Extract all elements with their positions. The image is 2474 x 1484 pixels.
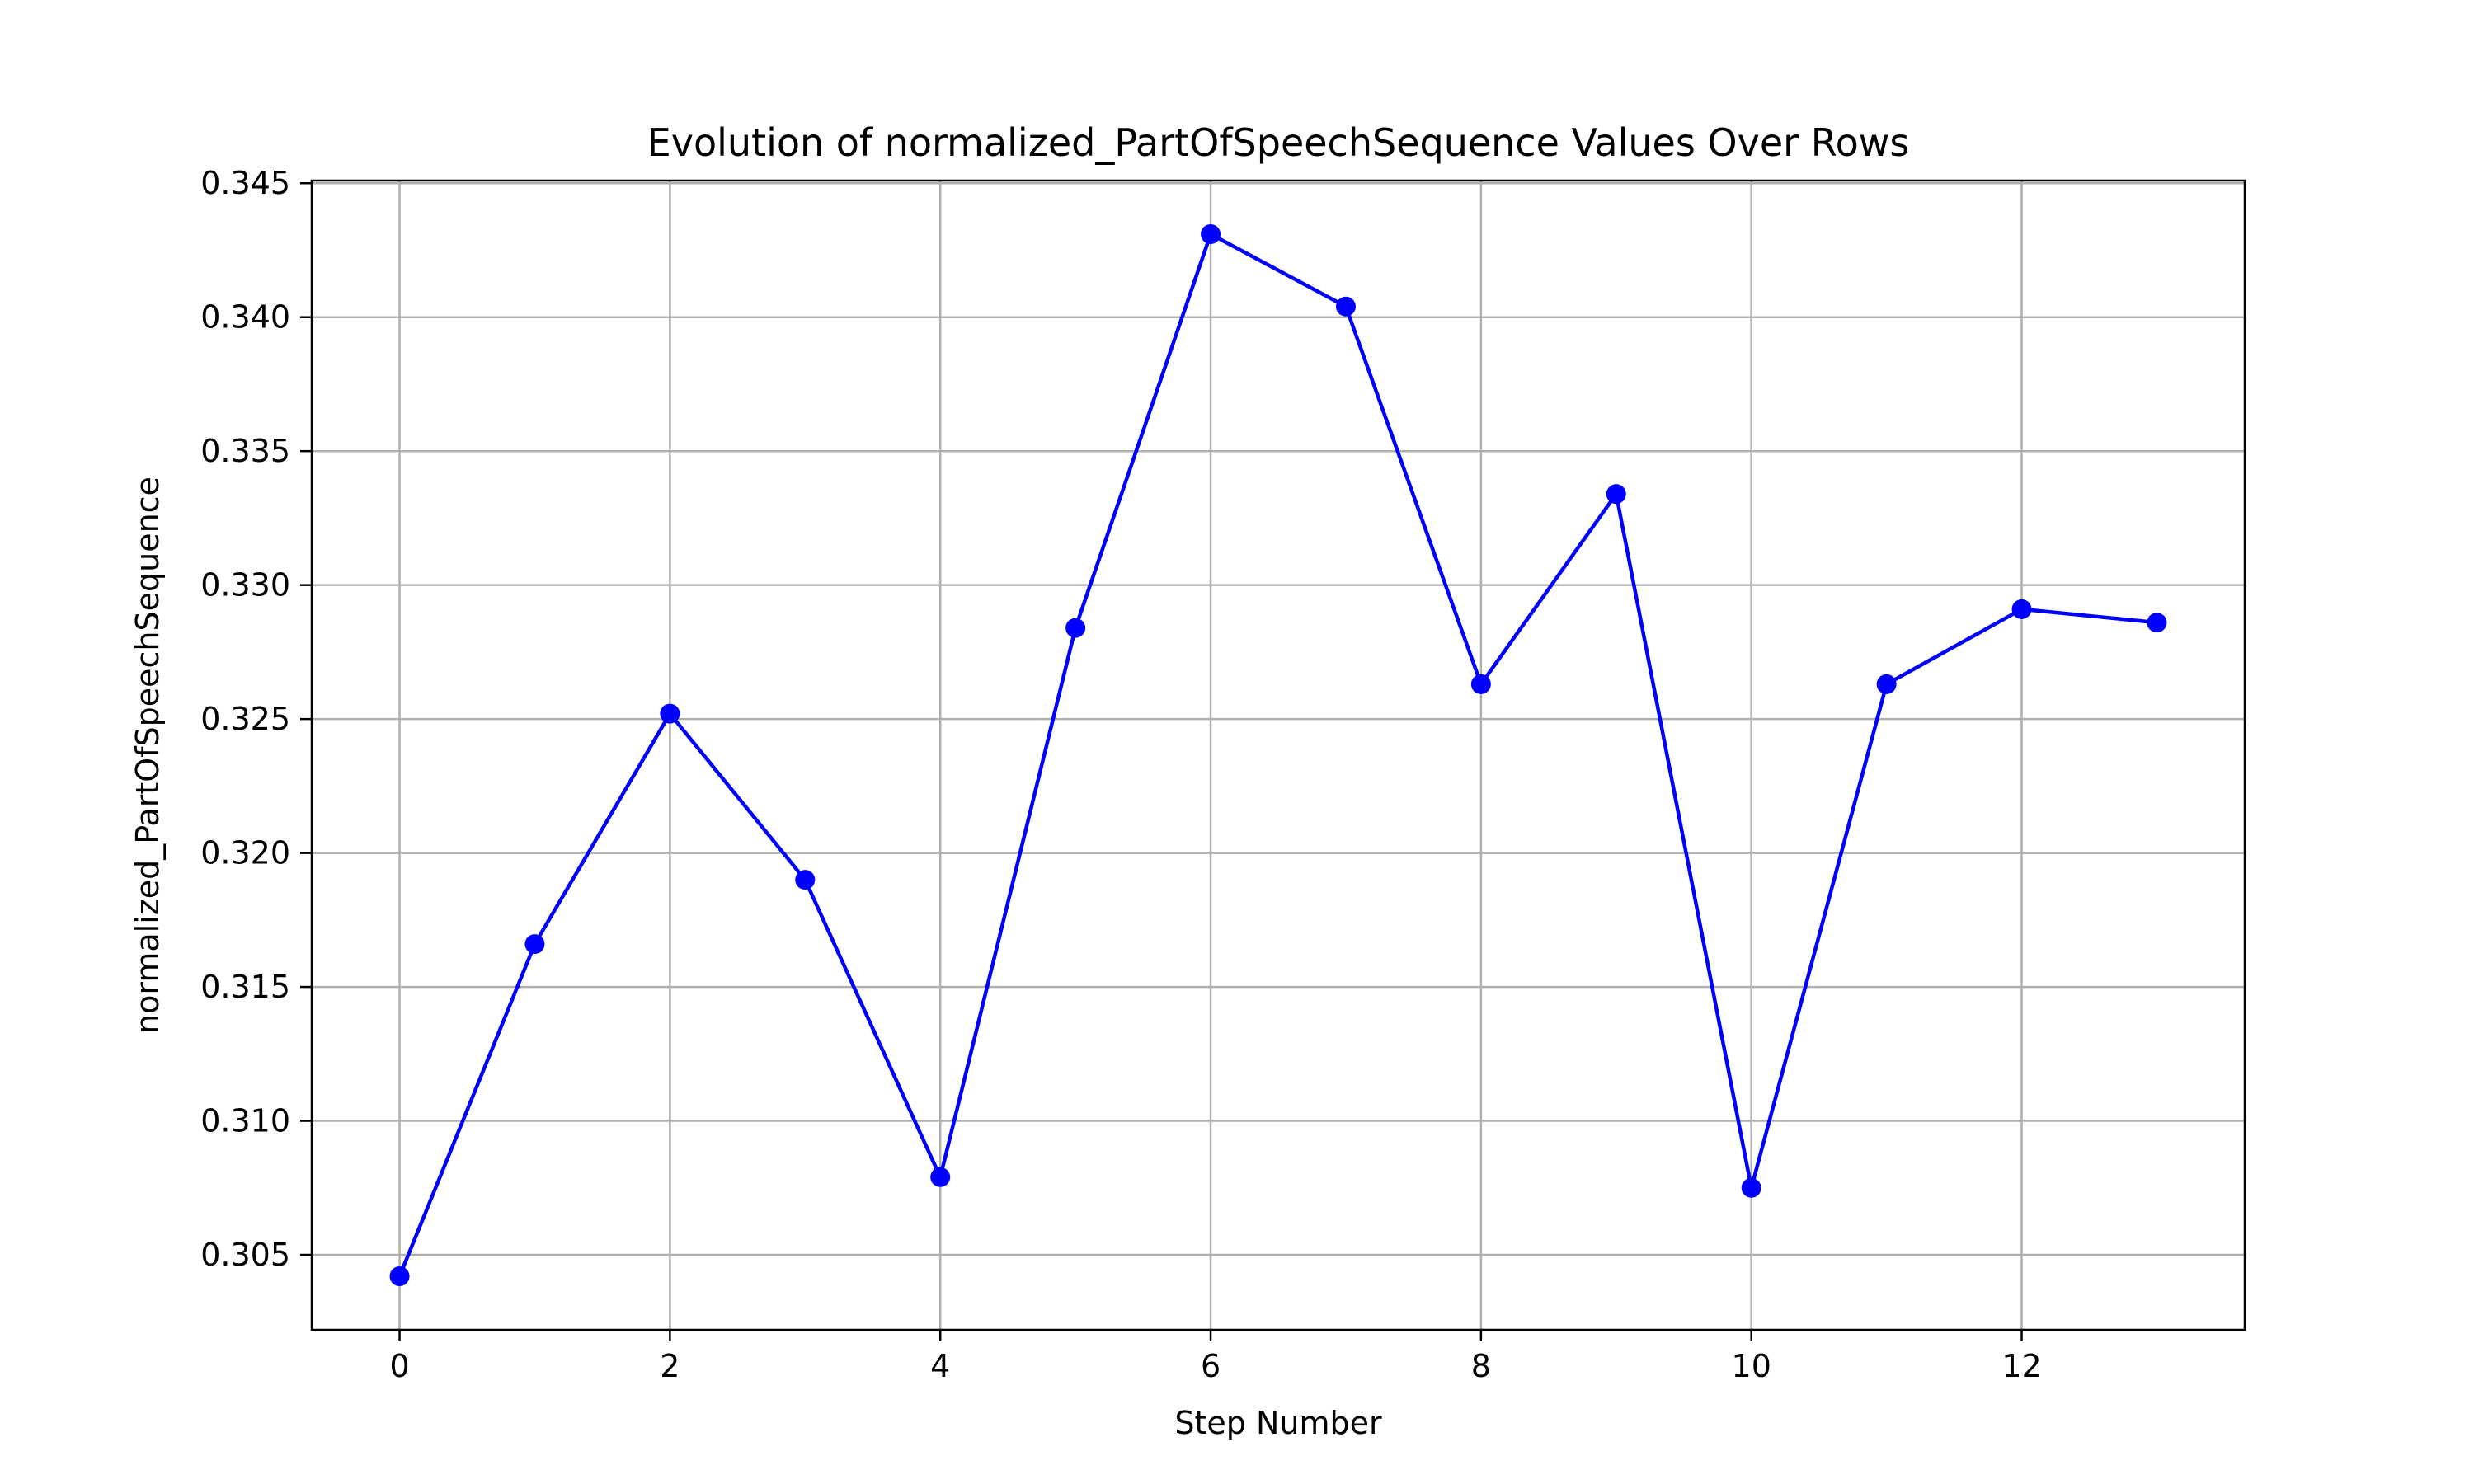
x-tick-label: 0 <box>389 1348 409 1384</box>
data-point <box>795 870 816 890</box>
x-tick-label: 10 <box>1732 1348 1771 1384</box>
data-point <box>1065 618 1086 638</box>
y-tick-label: 0.345 <box>200 165 290 201</box>
chart-title: Evolution of normalized_PartOfSpeechSequ… <box>647 120 1910 165</box>
y-tick-label: 0.310 <box>200 1103 290 1139</box>
x-tick-label: 6 <box>1201 1348 1221 1384</box>
data-point <box>1201 223 1221 244</box>
y-tick-label: 0.325 <box>200 701 290 737</box>
data-point <box>524 934 545 955</box>
y-tick-label: 0.335 <box>200 433 290 469</box>
data-point <box>1606 484 1626 505</box>
data-point <box>1335 296 1356 317</box>
y-axis-label: normalized_PartOfSpeechSequence <box>129 477 166 1034</box>
x-axis-ticks: 0 2 4 6 8 10 12 <box>389 1330 2042 1384</box>
data-point <box>2147 613 2167 633</box>
y-tick-label: 0.330 <box>200 567 290 603</box>
data-point <box>660 703 680 724</box>
y-tick-label: 0.305 <box>200 1237 290 1273</box>
x-tick-label: 12 <box>2001 1348 2041 1384</box>
y-axis-ticks: 0.305 0.310 0.315 0.320 0.325 0.330 0.335 0.340… <box>200 165 312 1273</box>
data-point <box>930 1167 951 1187</box>
y-tick-label: 0.320 <box>200 835 290 871</box>
data-point <box>1470 674 1491 694</box>
series-layer <box>389 223 2167 1287</box>
x-tick-label: 2 <box>660 1348 680 1384</box>
series-line <box>397 232 2157 1277</box>
y-tick-label: 0.315 <box>200 969 290 1005</box>
data-point <box>2011 599 2032 619</box>
data-point <box>1741 1177 1761 1198</box>
plot-frame <box>310 179 2246 1331</box>
data-point <box>389 1266 410 1287</box>
data-point <box>1876 674 1897 694</box>
y-tick-label: 0.340 <box>200 299 290 336</box>
x-axis-label: Step Number <box>1174 1405 1382 1441</box>
grid <box>312 181 2245 1330</box>
x-tick-label: 8 <box>1471 1348 1491 1384</box>
x-tick-label: 4 <box>930 1348 950 1384</box>
